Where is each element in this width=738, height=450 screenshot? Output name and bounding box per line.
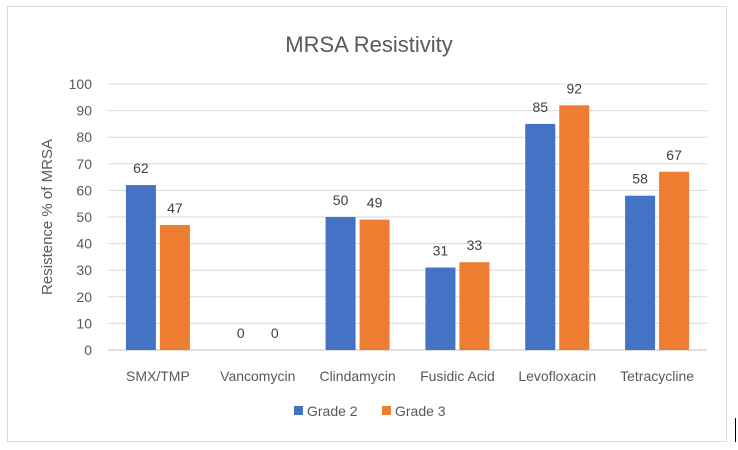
chart-title: MRSA Resistivity bbox=[285, 32, 452, 57]
data-label: 0 bbox=[237, 325, 245, 341]
y-tick-label: 10 bbox=[76, 315, 92, 331]
bars bbox=[125, 105, 690, 351]
data-label: 31 bbox=[433, 243, 449, 259]
legend-swatch bbox=[382, 406, 391, 415]
y-tick-label: 0 bbox=[84, 342, 92, 358]
y-tick-label: 90 bbox=[76, 103, 92, 119]
bar bbox=[425, 267, 456, 350]
text-cursor bbox=[735, 418, 736, 442]
bar bbox=[125, 185, 156, 350]
y-tick-label: 80 bbox=[76, 129, 92, 145]
x-tick-label: Levofloxacin bbox=[518, 368, 596, 384]
data-label: 85 bbox=[532, 99, 548, 115]
x-tick-label: Vancomycin bbox=[220, 368, 295, 384]
x-axis-ticks: SMX/TMP Vancomycin Clindamycin Fusidic Acid… bbox=[126, 368, 694, 384]
data-label: 58 bbox=[632, 171, 648, 187]
bar bbox=[359, 219, 390, 350]
bar bbox=[525, 123, 556, 351]
legend-label: Grade 3 bbox=[395, 403, 446, 419]
y-axis-ticks: 0 10 20 30 40 50 60 70 80 90 100 bbox=[69, 76, 93, 358]
y-tick-label: 100 bbox=[69, 76, 93, 92]
data-label: 49 bbox=[367, 195, 383, 211]
data-label: 92 bbox=[566, 80, 582, 96]
y-tick-label: 60 bbox=[76, 182, 92, 198]
legend-label: Grade 2 bbox=[307, 403, 358, 419]
bar bbox=[159, 224, 190, 350]
bar bbox=[559, 105, 590, 350]
gridlines bbox=[108, 83, 707, 351]
x-tick-label: Fusidic Acid bbox=[420, 368, 495, 384]
data-labels: 62 47 0 0 50 49 31 33 85 92 58 67 bbox=[133, 80, 682, 341]
legend: Grade 2 Grade 3 bbox=[294, 403, 446, 419]
y-tick-label: 50 bbox=[76, 209, 92, 225]
y-axis-label: Resistence % of MRSA bbox=[39, 139, 56, 295]
data-label: 67 bbox=[666, 147, 682, 163]
data-label: 47 bbox=[167, 200, 183, 216]
x-tick-label: SMX/TMP bbox=[126, 368, 190, 384]
y-tick-label: 70 bbox=[76, 156, 92, 172]
y-tick-label: 40 bbox=[76, 236, 92, 252]
y-tick-label: 30 bbox=[76, 262, 92, 278]
x-tick-label: Tetracycline bbox=[620, 368, 694, 384]
data-label: 50 bbox=[333, 192, 349, 208]
bar bbox=[325, 217, 356, 350]
legend-swatch bbox=[294, 406, 303, 415]
data-label: 62 bbox=[133, 160, 149, 176]
x-tick-label: Clindamycin bbox=[319, 368, 395, 384]
bar bbox=[625, 195, 656, 350]
data-label: 0 bbox=[271, 325, 279, 341]
data-label: 33 bbox=[467, 237, 483, 253]
bar bbox=[459, 262, 490, 350]
bar bbox=[659, 171, 690, 350]
y-tick-label: 20 bbox=[76, 289, 92, 305]
